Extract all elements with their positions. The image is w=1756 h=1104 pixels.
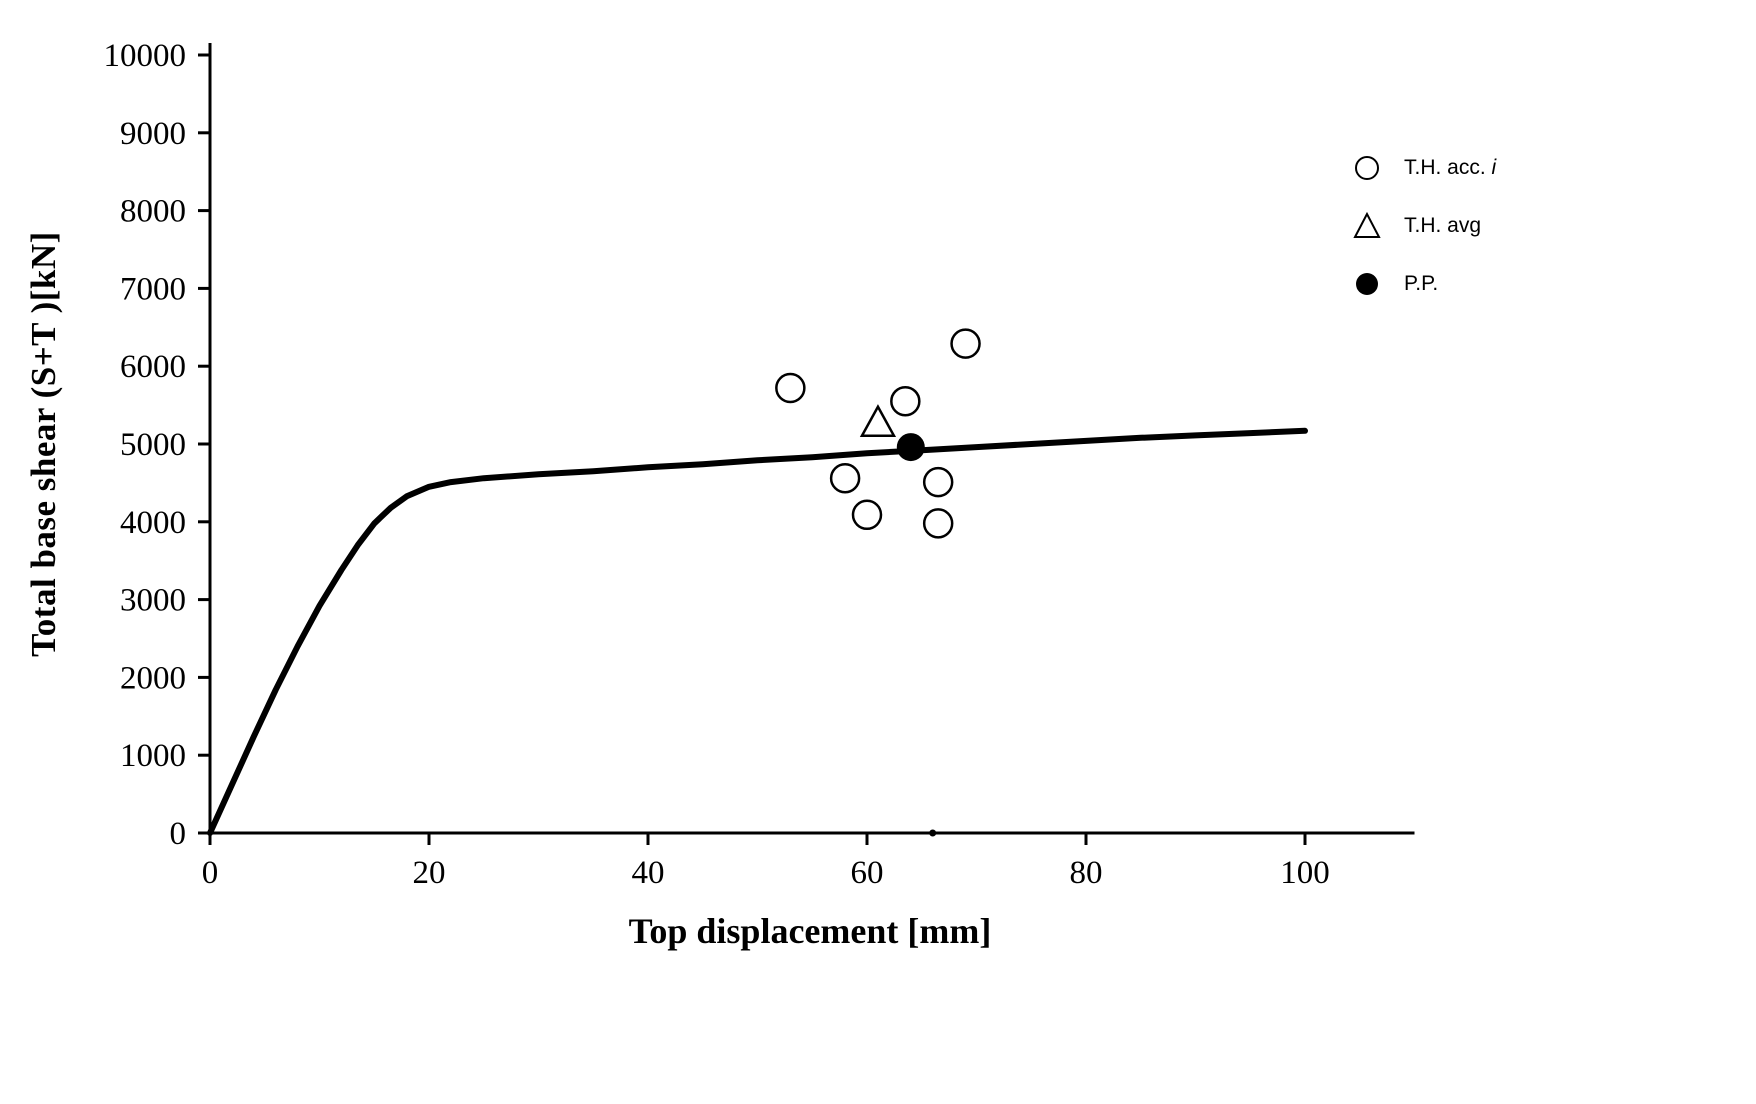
legend-item-pp: P.P. [1350, 266, 1496, 302]
y-tick-label: 1000 [120, 738, 186, 774]
legend-item-th-avg: T.H. avg [1350, 208, 1496, 244]
th-acc-point [829, 462, 861, 494]
legend-label-text: T.H. avg [1404, 214, 1482, 237]
x-tick-label: 80 [1070, 855, 1103, 891]
x-axis-title: Top displacement [mm] [628, 911, 992, 951]
y-tick-label: 3000 [120, 583, 186, 619]
axis-dot [929, 829, 937, 837]
y-tick-label: 9000 [120, 116, 186, 152]
legend-label-italic: i [1491, 156, 1497, 179]
legend-label: P.P. [1404, 272, 1438, 296]
th-acc-point [950, 328, 981, 359]
legend-label-text: P.P. [1404, 272, 1439, 295]
triangle-open-icon [1353, 211, 1381, 238]
x-tick-label: 40 [632, 855, 665, 891]
x-tick-label: 60 [851, 855, 884, 891]
legend-label: T.H. acc. i [1404, 156, 1496, 180]
legend-label: T.H. avg [1404, 214, 1481, 238]
th-avg-point [859, 404, 897, 438]
y-tick-label: 0 [170, 816, 187, 852]
y-axis-title: Total base shear (S+T )[kN] [24, 231, 63, 657]
legend-item-th-acc: T.H. acc. i [1350, 150, 1496, 186]
y-tick-label: 10000 [104, 38, 187, 74]
y-tick-label: 8000 [120, 194, 186, 230]
y-tick-label: 5000 [120, 427, 186, 463]
capacity-curve [207, 427, 1308, 836]
th-acc-point [922, 466, 954, 498]
pp-point [896, 433, 925, 462]
y-tick-label: 4000 [120, 505, 186, 541]
th-acc-point [851, 499, 883, 531]
circle-filled-icon [1356, 273, 1378, 295]
legend: T.H. acc. i T.H. avg P.P. [1350, 150, 1496, 302]
y-tick-label: 7000 [120, 271, 186, 307]
y-tick-label: 2000 [120, 660, 186, 696]
x-tick-label: 100 [1280, 855, 1330, 891]
th-acc-point [775, 372, 806, 404]
y-tick-label: 6000 [120, 349, 186, 385]
circle-open-icon [1355, 156, 1379, 180]
x-tick-label: 0 [202, 855, 219, 891]
legend-label-text: T.H. acc. [1404, 156, 1492, 179]
x-tick-label: 20 [413, 855, 446, 891]
th-acc-point [890, 385, 921, 417]
th-acc-point [922, 508, 954, 539]
